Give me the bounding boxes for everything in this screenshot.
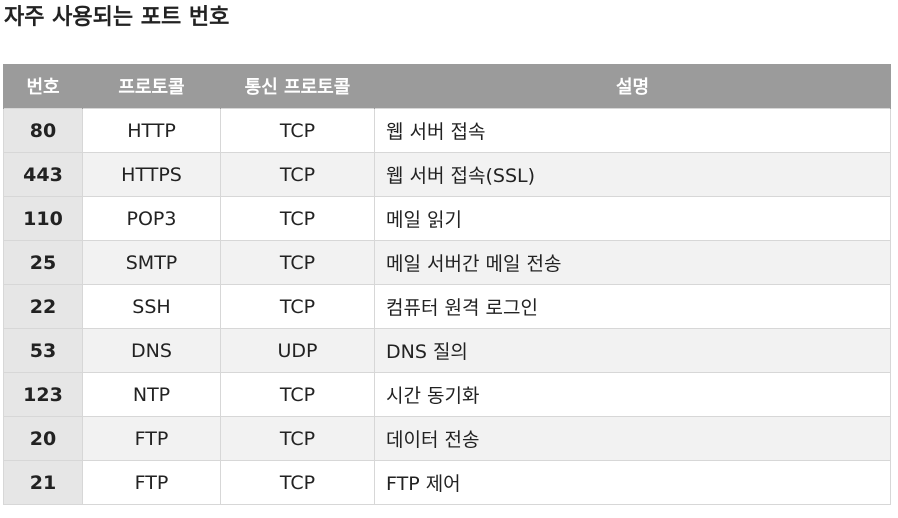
table-row: 53 DNS UDP DNS 질의 xyxy=(3,328,891,373)
protocol-cell: NTP xyxy=(82,372,221,417)
description-cell: 컴퓨터 원격 로그인 xyxy=(374,284,891,329)
port-number-cell: 53 xyxy=(3,328,83,373)
table-row: 80 HTTP TCP 웹 서버 접속 xyxy=(3,108,891,153)
table-row: 110 POP3 TCP 메일 읽기 xyxy=(3,196,891,241)
port-number-cell: 25 xyxy=(3,240,83,285)
transport-cell: TCP xyxy=(220,372,375,417)
description-cell: 데이터 전송 xyxy=(374,416,891,461)
table-row: 25 SMTP TCP 메일 서버간 메일 전송 xyxy=(3,240,891,285)
transport-cell: TCP xyxy=(220,416,375,461)
table-row: 123 NTP TCP 시간 동기화 xyxy=(3,372,891,417)
protocol-cell: FTP xyxy=(82,460,221,505)
port-number-cell: 22 xyxy=(3,284,83,329)
table-row: 22 SSH TCP 컴퓨터 원격 로그인 xyxy=(3,284,891,329)
port-number-cell: 110 xyxy=(3,196,83,241)
transport-cell: TCP xyxy=(220,196,375,241)
protocol-cell: POP3 xyxy=(82,196,221,241)
transport-cell: TCP xyxy=(220,108,375,153)
column-header-number: 번호 xyxy=(3,64,83,109)
description-cell: 웹 서버 접속(SSL) xyxy=(374,152,891,197)
description-cell: 메일 서버간 메일 전송 xyxy=(374,240,891,285)
column-header-protocol: 프로토콜 xyxy=(82,64,221,109)
table-header-row: 번호 프로토콜 통신 프로토콜 설명 xyxy=(3,64,891,109)
port-number-cell: 20 xyxy=(3,416,83,461)
transport-cell: TCP xyxy=(220,460,375,505)
description-cell: FTP 제어 xyxy=(374,460,891,505)
protocol-cell: SMTP xyxy=(82,240,221,285)
column-header-transport: 통신 프로토콜 xyxy=(220,64,375,109)
transport-cell: TCP xyxy=(220,152,375,197)
description-cell: 메일 읽기 xyxy=(374,196,891,241)
description-cell: DNS 질의 xyxy=(374,328,891,373)
page-title: 자주 사용되는 포트 번호 xyxy=(4,5,230,30)
protocol-cell: SSH xyxy=(82,284,221,329)
transport-cell: TCP xyxy=(220,284,375,329)
protocol-cell: HTTP xyxy=(82,108,221,153)
port-number-cell: 443 xyxy=(3,152,83,197)
protocol-cell: FTP xyxy=(82,416,221,461)
protocol-cell: HTTPS xyxy=(82,152,221,197)
protocol-cell: DNS xyxy=(82,328,221,373)
transport-cell: UDP xyxy=(220,328,375,373)
port-table: 번호 프로토콜 통신 프로토콜 설명 80 HTTP TCP 웹 서버 접속 4… xyxy=(3,64,891,505)
table-row: 20 FTP TCP 데이터 전송 xyxy=(3,416,891,461)
port-number-cell: 21 xyxy=(3,460,83,505)
column-header-description: 설명 xyxy=(374,64,891,109)
description-cell: 시간 동기화 xyxy=(374,372,891,417)
description-cell: 웹 서버 접속 xyxy=(374,108,891,153)
transport-cell: TCP xyxy=(220,240,375,285)
table-row: 21 FTP TCP FTP 제어 xyxy=(3,460,891,505)
table-row: 443 HTTPS TCP 웹 서버 접속(SSL) xyxy=(3,152,891,197)
port-number-cell: 80 xyxy=(3,108,83,153)
port-number-cell: 123 xyxy=(3,372,83,417)
